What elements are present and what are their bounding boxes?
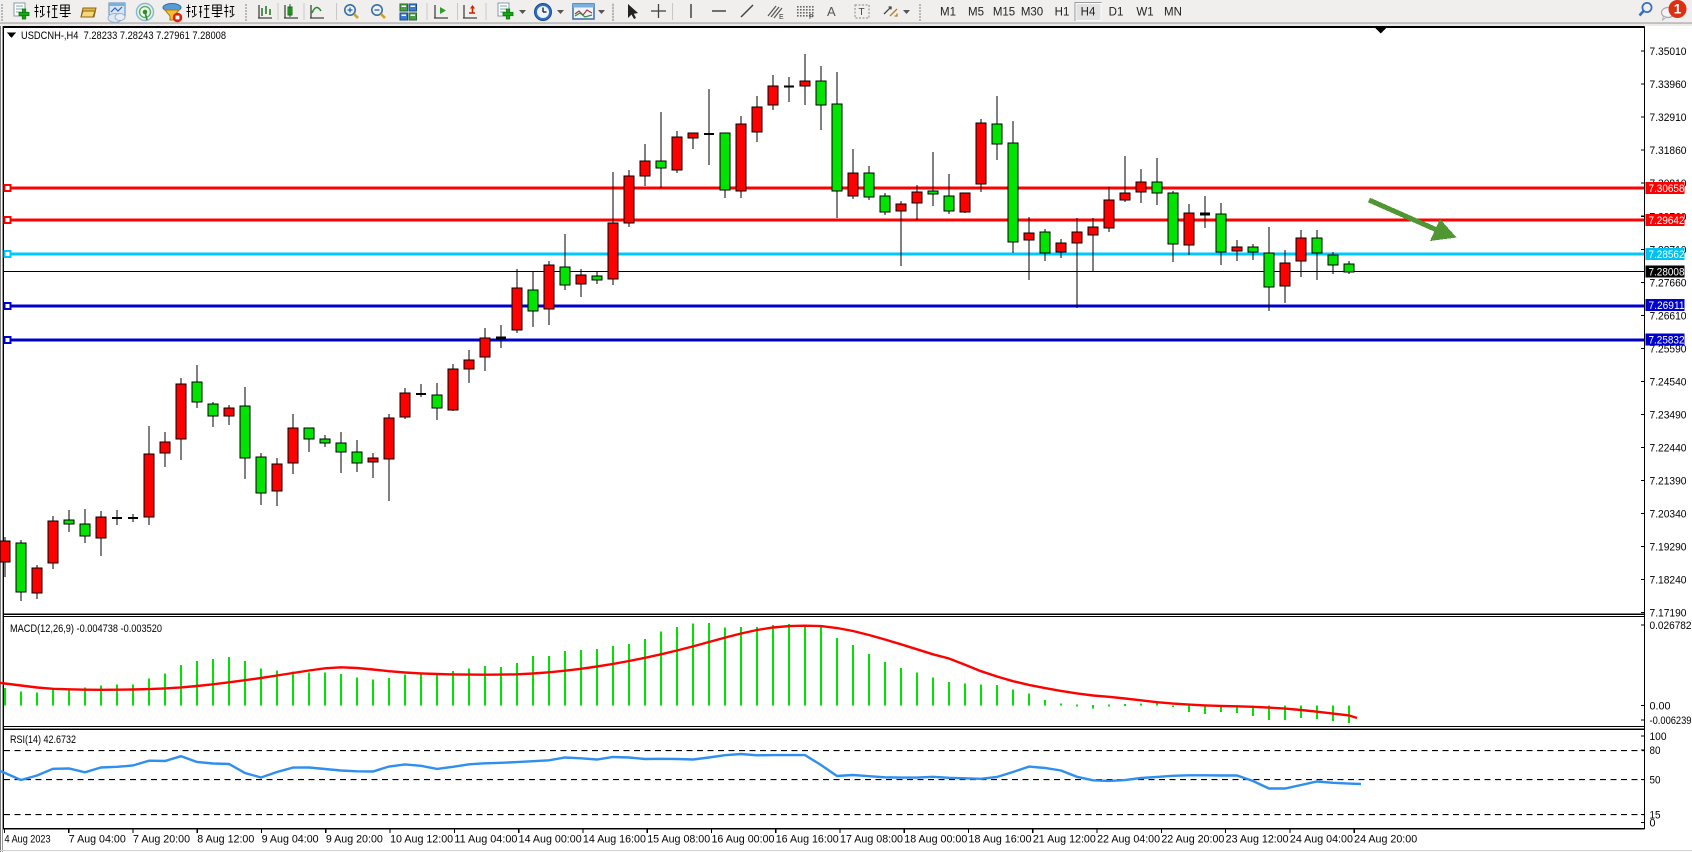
- svg-text:100: 100: [1650, 731, 1667, 743]
- svg-text:10 Aug 12:00: 10 Aug 12:00: [390, 834, 453, 846]
- svg-text:9 Aug 04:00: 9 Aug 04:00: [262, 834, 319, 846]
- svg-text:7 Aug 04:00: 7 Aug 04:00: [69, 834, 126, 846]
- svg-text:7.25590: 7.25590: [1650, 344, 1687, 356]
- svg-text:7.23490: 7.23490: [1650, 410, 1687, 422]
- svg-text:7.27660: 7.27660: [1650, 278, 1687, 290]
- svg-text:7.25832: 7.25832: [1649, 335, 1685, 347]
- svg-text:50: 50: [1650, 775, 1661, 787]
- svg-text:F: F: [809, 14, 813, 21]
- svg-text:14 Aug 16:00: 14 Aug 16:00: [583, 834, 646, 846]
- svg-text:M15: M15: [993, 7, 1015, 19]
- svg-text:RSI(14) 42.6732: RSI(14) 42.6732: [10, 734, 76, 746]
- svg-text:8 Aug 12:00: 8 Aug 12:00: [197, 834, 254, 846]
- svg-text:0: 0: [1650, 818, 1656, 830]
- svg-text:15: 15: [1650, 810, 1661, 822]
- svg-text:7.28008: 7.28008: [1649, 267, 1685, 279]
- svg-text:7.17190: 7.17190: [1650, 608, 1687, 620]
- svg-text:1: 1: [1674, 2, 1682, 17]
- svg-text:7 Aug 20:00: 7 Aug 20:00: [133, 834, 190, 846]
- svg-text:M30: M30: [1021, 7, 1043, 19]
- svg-text:24 Aug 04:00: 24 Aug 04:00: [1290, 834, 1353, 846]
- svg-text:15 Aug 08:00: 15 Aug 08:00: [647, 834, 710, 846]
- svg-text:USDCNH-,H4 7.28233 7.28243 7.: USDCNH-,H4 7.28233 7.28243 7.27961 7.280…: [21, 30, 226, 42]
- svg-text:23 Aug 12:00: 23 Aug 12:00: [1226, 834, 1289, 846]
- svg-text:0.00: 0.00: [1650, 700, 1671, 712]
- svg-text:24 Aug 20:00: 24 Aug 20:00: [1354, 834, 1417, 846]
- svg-text:17 Aug 08:00: 17 Aug 08:00: [840, 834, 903, 846]
- svg-text:7.28562: 7.28562: [1649, 249, 1685, 261]
- svg-text:4 Aug 2023: 4 Aug 2023: [5, 834, 51, 846]
- svg-text:7.33960: 7.33960: [1650, 79, 1687, 91]
- svg-text:0.026782: 0.026782: [1650, 620, 1692, 632]
- svg-text:MACD(12,26,9) -0.004738 -0.003: MACD(12,26,9) -0.004738 -0.003520: [10, 623, 162, 635]
- svg-text:7.35010: 7.35010: [1650, 46, 1687, 58]
- svg-text:-0.006239: -0.006239: [1650, 715, 1692, 727]
- svg-text:7.21390: 7.21390: [1650, 476, 1687, 488]
- svg-text:9 Aug 20:00: 9 Aug 20:00: [326, 834, 383, 846]
- svg-text:7.31860: 7.31860: [1650, 145, 1687, 157]
- svg-text:7.18240: 7.18240: [1650, 575, 1687, 587]
- svg-text:D1: D1: [1109, 7, 1124, 19]
- svg-text:22 Aug 04:00: 22 Aug 04:00: [1097, 834, 1160, 846]
- svg-text:7.26911: 7.26911: [1649, 300, 1685, 312]
- svg-text:7.29642: 7.29642: [1649, 215, 1685, 227]
- svg-text:E: E: [779, 14, 784, 21]
- svg-text:18 Aug 16:00: 18 Aug 16:00: [969, 834, 1032, 846]
- svg-text:7.24540: 7.24540: [1650, 377, 1687, 389]
- svg-text:7.26610: 7.26610: [1650, 311, 1687, 323]
- svg-text:11 Aug 04:00: 11 Aug 04:00: [454, 834, 517, 846]
- svg-text:T: T: [859, 7, 865, 18]
- svg-text:16 Aug 00:00: 16 Aug 00:00: [711, 834, 774, 846]
- svg-text:7.22440: 7.22440: [1650, 443, 1687, 455]
- svg-text:14 Aug 00:00: 14 Aug 00:00: [519, 834, 582, 846]
- svg-text:7.20340: 7.20340: [1650, 509, 1687, 521]
- svg-text:M1: M1: [940, 7, 956, 19]
- svg-text:21 Aug 12:00: 21 Aug 12:00: [1033, 834, 1096, 846]
- svg-text:7.32910: 7.32910: [1650, 112, 1687, 124]
- svg-text:80: 80: [1650, 745, 1661, 757]
- svg-text:18 Aug 00:00: 18 Aug 00:00: [904, 834, 967, 846]
- svg-text:7.19290: 7.19290: [1650, 542, 1687, 554]
- svg-text:W1: W1: [1136, 7, 1153, 19]
- svg-text:7.30658: 7.30658: [1649, 183, 1685, 195]
- svg-text:H1: H1: [1055, 7, 1070, 19]
- svg-text:H4: H4: [1081, 7, 1096, 19]
- svg-text:22 Aug 20:00: 22 Aug 20:00: [1161, 834, 1224, 846]
- svg-text:M5: M5: [968, 7, 984, 19]
- svg-text:A: A: [827, 4, 836, 19]
- svg-text:MN: MN: [1164, 7, 1182, 19]
- svg-text:16 Aug 16:00: 16 Aug 16:00: [776, 834, 839, 846]
